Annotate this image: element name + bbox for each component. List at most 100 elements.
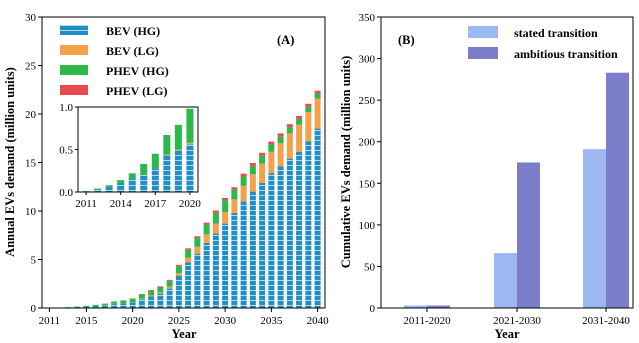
y-tick-label-250: 250: [359, 95, 376, 107]
bar-phev-hg-2036: [277, 136, 284, 144]
inset-bar-phev-hg-2017: [151, 153, 159, 169]
bar-phev-hg-2031: [231, 189, 238, 200]
bar-phev-lg-2040: [314, 90, 321, 94]
panel-b-x-ticks: 2011-2020 2021-2030 2031-2040: [403, 308, 630, 327]
bar-phev-hg-2038: [296, 118, 303, 125]
x-tick-label-2031-2040: 2031-2040: [582, 315, 630, 327]
bar-phev-hg-2028: [203, 224, 210, 235]
bar-bev-hg-2018: [111, 303, 118, 308]
bar-phev-lg-2036: [277, 133, 284, 137]
legend-label-phev-hg: PHEV (HG): [106, 64, 169, 78]
bar-phev-hg-2015: [83, 305, 90, 307]
bar-bev-hg-2035: [268, 173, 275, 308]
y-tick-label-0: 0: [31, 303, 37, 315]
bar-bev-hg-2024: [166, 288, 173, 308]
y-tick-label-0: 0: [370, 303, 376, 315]
bar-phev-lg-2037: [286, 124, 293, 128]
panel-b-ylabel: Cumulative EVs demand (million units): [339, 56, 353, 269]
bar-bev-lg-2033: [249, 174, 256, 192]
panel-b-label: (B): [398, 33, 415, 47]
bar-bev-hg-2021: [138, 299, 145, 308]
legend-label-bev-hg: BEV (HG): [106, 24, 160, 38]
y-tick-label-15: 15: [25, 158, 37, 170]
y-tick-label-5: 5: [31, 255, 37, 267]
bar-phev-hg-2029: [212, 212, 219, 224]
inset-x-tick-label-2017: 2017: [144, 198, 167, 210]
y-tick-label-30: 30: [25, 12, 37, 24]
inset-bar-bev-lg-2020: [186, 142, 194, 145]
panel-a-label: (A): [277, 33, 294, 47]
bar-bev-hg-2016: [92, 306, 99, 308]
bar-phev-hg-2039: [305, 106, 312, 113]
bar-bev-hg-2022: [148, 296, 155, 308]
bar-phev-hg-2033: [249, 165, 256, 175]
inset-bar-bev-hg-2012: [94, 189, 102, 192]
y-tick-label-300: 300: [359, 54, 376, 66]
bar-phev-hg-2017: [101, 303, 108, 306]
legend-label-phev-lg: PHEV (LG): [106, 84, 167, 98]
panel-b-frame: [380, 16, 634, 309]
inset-bar-bev-hg-2019: [174, 150, 182, 192]
bar-phev-hg-2025: [175, 266, 182, 274]
panel-b-bars: [404, 72, 629, 308]
bar-phev-lg-2025: [175, 264, 182, 267]
bar-phev-hg-2037: [286, 127, 293, 134]
inset-bar-bev-hg-2016: [140, 175, 148, 192]
panel-a-bars: [46, 90, 321, 309]
inset-x-ticks: 2011 2014 2017 2020: [75, 192, 201, 210]
inset-bar-bev-hg-2018: [163, 155, 171, 192]
y-tick-label-150: 150: [359, 178, 376, 190]
inset-bar-phev-hg-2012: [94, 188, 102, 190]
bar-phev-hg-2040: [314, 93, 321, 99]
bar-phev-lg-2028: [203, 222, 210, 225]
bar-bev-lg-2029: [212, 223, 219, 234]
bar-bev-hg-2038: [296, 151, 303, 308]
legend-swatch-phev-lg: [60, 85, 88, 95]
y-tick-label-350: 350: [359, 12, 376, 24]
inset-y-tick-label-0-5: 0.5: [59, 145, 73, 157]
bar-phev-hg-2024: [166, 280, 173, 287]
bar-bev-hg-2030: [222, 223, 229, 308]
bar-bev-lg-2036: [277, 143, 284, 167]
bar-bev-lg-2023: [157, 291, 164, 294]
inset-y-tick-label-1-0: 1.0: [59, 102, 73, 114]
bar-bev-hg-2015: [83, 306, 90, 308]
inset-bars: [82, 108, 194, 192]
panel-a-ylabel: Annual EVs demand (million units): [3, 67, 17, 257]
bar-bev-hg-2032: [240, 201, 247, 308]
bar-phev-lg-2026: [185, 248, 192, 250]
bar-phev-hg-2020: [129, 298, 136, 303]
bar-bev-lg-2034: [259, 163, 266, 183]
inset-x-tick-label-2011: 2011: [75, 198, 97, 210]
inset-y-ticks: 0.0 0.5 1.0: [59, 102, 78, 199]
x-tick-label-2011: 2011: [39, 315, 61, 327]
legend-swatch-bev-lg: [60, 45, 88, 55]
panel-b-y-ticks: 0 50 100 150 200 250 300 350: [359, 12, 381, 315]
bar-bev-hg-2036: [277, 166, 284, 308]
bar-bev-hg-2023: [157, 293, 164, 308]
bar-bev-lg-2024: [166, 286, 173, 289]
bar-bev-hg-2017: [101, 305, 108, 308]
x-tick-label-2040: 2040: [307, 315, 330, 327]
bar-bev-hg-2037: [286, 158, 293, 308]
bar-phev-lg-2032: [240, 173, 247, 177]
x-tick-label-2030: 2030: [214, 315, 237, 327]
bar-phev-lg-2030: [222, 197, 229, 201]
legend-swatch-stated-transition: [468, 26, 498, 38]
bar-phev-lg-2034: [259, 152, 266, 156]
bar-bev-lg-2038: [296, 124, 303, 152]
bar-ambitious-transition-2021-2030: [517, 162, 540, 308]
bar-phev-hg-2023: [157, 286, 164, 292]
legend-label-bev-lg: BEV (LG): [106, 44, 159, 58]
bar-bev-hg-2029: [212, 233, 219, 308]
bar-bev-hg-2026: [185, 262, 192, 308]
bar-bev-lg-2027: [194, 246, 201, 254]
x-tick-label-2015: 2015: [75, 315, 98, 327]
bar-bev-lg-2035: [268, 151, 275, 174]
inset-bar-bev-lg-2019: [174, 149, 182, 151]
legend-swatch-bev-hg: [60, 25, 88, 35]
x-tick-label-2021-2030: 2021-2030: [493, 315, 541, 327]
bar-bev-lg-2039: [305, 112, 312, 142]
